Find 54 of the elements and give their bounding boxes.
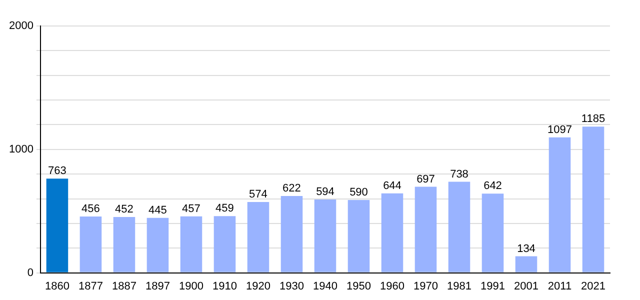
data-label: 594 [316,186,334,198]
x-tick-label: 1940 [312,280,338,292]
x-tick-label: 1877 [78,280,103,292]
data-label: 574 [249,188,268,200]
bar [80,216,102,272]
data-label: 642 [484,180,502,192]
bar [482,194,504,272]
data-label: 134 [517,242,536,255]
x-tick-label: 1981 [447,280,472,292]
x-tick-label: 1960 [380,280,404,292]
bar [381,193,404,272]
bar [314,200,336,272]
data-label: 456 [82,203,100,216]
x-tick-label: 1930 [279,280,304,292]
x-tick-label: 1920 [246,280,270,292]
bar [582,126,604,272]
x-tick-label: 1950 [346,280,371,292]
data-label: 1097 [548,124,572,136]
x-tick-label: 2011 [548,280,572,292]
bar [414,186,437,272]
bar [214,216,236,272]
x-tick-label: 1991 [480,280,505,292]
bar [46,178,68,272]
data-label: 445 [148,204,167,216]
bar [448,182,470,272]
bar [146,218,169,272]
x-tick-label: 1860 [44,280,70,292]
x-tick-label: 1910 [212,280,237,292]
data-label: 622 [282,182,301,195]
data-label: 763 [48,165,66,178]
x-tick-label: 1900 [178,280,204,292]
bar [180,216,202,272]
x-tick-label: 1970 [414,280,438,292]
x-tick-label: 2021 [581,280,606,292]
bar [515,256,538,272]
bar [548,137,571,272]
bar [113,217,136,272]
data-label: 452 [115,204,134,216]
x-tick-label: 1887 [112,280,136,292]
bar [348,200,370,272]
bar [280,196,303,272]
x-tick-label: 2001 [514,280,538,292]
bar [247,202,270,272]
data-label: 459 [216,202,234,215]
y-tick-label: 2000 [8,20,34,32]
data-label: 457 [182,202,200,215]
y-tick-label: 0 [27,266,34,279]
x-tick-label: 1897 [145,280,170,292]
data-label: 644 [383,180,402,192]
data-label: 1185 [581,113,606,126]
y-tick-label: 1000 [8,143,34,156]
data-label: 738 [450,168,468,180]
data-label: 697 [416,173,435,186]
data-label: 590 [350,186,368,199]
